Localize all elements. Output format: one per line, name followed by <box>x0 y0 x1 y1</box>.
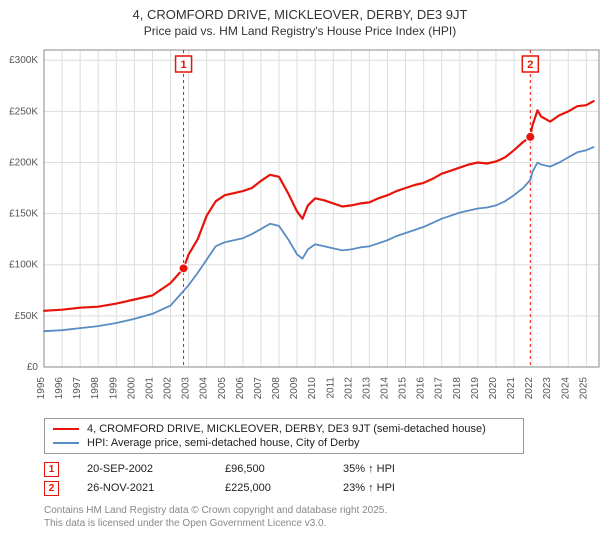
svg-text:2007: 2007 <box>253 376 264 399</box>
chart-plot: £0 £50K £100K £150K £200K £250K £300K 1995 1996 1… <box>4 42 596 412</box>
svg-text:2023: 2023 <box>542 376 553 399</box>
attribution-text: This data is licensed under the Open Gov… <box>44 517 596 530</box>
svg-text:£250K: £250K <box>9 106 38 117</box>
svg-text:2010: 2010 <box>307 376 318 399</box>
sales-row: 1 20-SEP-2002 £96,500 35% ↑ HPI <box>44 460 596 479</box>
sales-row: 2 26-NOV-2021 £225,000 23% ↑ HPI <box>44 479 596 498</box>
sale-date: 20-SEP-2002 <box>87 463 197 475</box>
sale-price: £96,500 <box>225 463 315 475</box>
sales-table: 1 20-SEP-2002 £96,500 35% ↑ HPI 2 26-NOV-2021… <box>44 460 596 498</box>
sale-delta: 23% ↑ HPI <box>343 482 433 494</box>
svg-text:2021: 2021 <box>506 376 517 399</box>
svg-text:2002: 2002 <box>163 376 174 399</box>
sale-delta: 35% ↑ HPI <box>343 463 433 475</box>
svg-text:2017: 2017 <box>434 376 445 399</box>
svg-text:2018: 2018 <box>452 376 463 399</box>
svg-text:2020: 2020 <box>488 376 499 399</box>
svg-text:2013: 2013 <box>361 376 372 399</box>
svg-text:2016: 2016 <box>416 376 427 399</box>
svg-text:2025: 2025 <box>578 376 589 399</box>
svg-text:1999: 1999 <box>108 376 119 399</box>
attribution-text: Contains HM Land Registry data © Crown c… <box>44 504 596 517</box>
svg-text:2019: 2019 <box>470 376 481 399</box>
chart-subtitle: Price paid vs. HM Land Registry's House … <box>4 24 596 38</box>
svg-text:2000: 2000 <box>126 376 137 399</box>
legend-item: 4, CROMFORD DRIVE, MICKLEOVER, DERBY, DE… <box>53 422 515 436</box>
svg-text:2003: 2003 <box>181 376 192 399</box>
svg-text:2015: 2015 <box>398 376 409 399</box>
svg-text:2009: 2009 <box>289 376 300 399</box>
svg-text:2011: 2011 <box>325 376 336 398</box>
legend-swatch <box>53 442 79 444</box>
svg-text:1: 1 <box>181 59 187 71</box>
svg-text:2012: 2012 <box>343 376 354 399</box>
svg-text:£100K: £100K <box>9 259 38 270</box>
svg-text:2014: 2014 <box>379 376 390 399</box>
svg-text:£200K: £200K <box>9 157 38 168</box>
legend-item: HPI: Average price, semi-detached house,… <box>53 436 515 450</box>
svg-text:2: 2 <box>527 59 533 71</box>
svg-text:1997: 1997 <box>72 376 83 399</box>
sale-price: £225,000 <box>225 482 315 494</box>
legend-label: HPI: Average price, semi-detached house,… <box>87 437 360 449</box>
svg-text:£0: £0 <box>27 362 39 373</box>
legend-swatch <box>53 428 79 430</box>
sale-marker-icon: 2 <box>44 481 59 496</box>
svg-text:2008: 2008 <box>271 376 282 399</box>
svg-text:2004: 2004 <box>199 376 210 399</box>
svg-text:2005: 2005 <box>217 376 228 399</box>
chart-title: 4, CROMFORD DRIVE, MICKLEOVER, DERBY, DE… <box>4 6 596 24</box>
sale-date: 26-NOV-2021 <box>87 482 197 494</box>
svg-text:1998: 1998 <box>90 376 101 399</box>
legend: 4, CROMFORD DRIVE, MICKLEOVER, DERBY, DE… <box>44 418 524 454</box>
chart-svg: £0 £50K £100K £150K £200K £250K £300K 1995 1996 1… <box>4 42 600 412</box>
svg-text:2001: 2001 <box>144 376 155 399</box>
chart-container: 4, CROMFORD DRIVE, MICKLEOVER, DERBY, DE… <box>0 0 600 560</box>
attribution: Contains HM Land Registry data © Crown c… <box>44 504 596 530</box>
svg-text:£50K: £50K <box>15 310 39 321</box>
svg-text:2006: 2006 <box>235 376 246 399</box>
svg-text:2024: 2024 <box>560 376 571 399</box>
svg-text:£300K: £300K <box>9 55 38 66</box>
svg-text:1996: 1996 <box>54 376 65 399</box>
sale-marker-icon: 1 <box>44 462 59 477</box>
legend-label: 4, CROMFORD DRIVE, MICKLEOVER, DERBY, DE… <box>87 423 486 435</box>
svg-text:2022: 2022 <box>524 376 535 399</box>
svg-text:1995: 1995 <box>36 376 47 399</box>
svg-text:£150K: £150K <box>9 208 38 219</box>
